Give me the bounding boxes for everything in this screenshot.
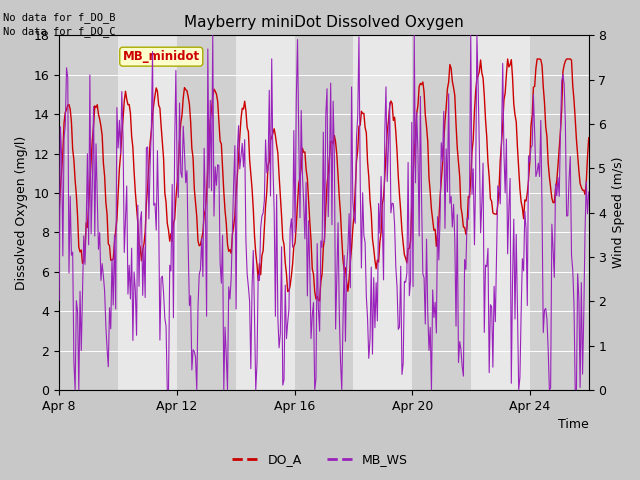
Text: No data for f_DO_C: No data for f_DO_C (3, 26, 116, 37)
Text: No data for f_DO_B: No data for f_DO_B (3, 12, 116, 23)
Bar (177, 36, 236, 390)
Y-axis label: Dissolved Oxygen (mg/l): Dissolved Oxygen (mg/l) (15, 136, 28, 290)
Bar (353, 36, 412, 390)
Bar (236, 36, 294, 390)
Legend: DO_A, MB_WS: DO_A, MB_WS (227, 448, 413, 471)
Bar (118, 36, 177, 390)
Bar (59, 36, 118, 390)
Bar (294, 36, 353, 390)
Title: Mayberry miniDot Dissolved Oxygen: Mayberry miniDot Dissolved Oxygen (184, 15, 464, 30)
Bar (412, 36, 471, 390)
Bar (530, 36, 589, 390)
Y-axis label: Wind Speed (m/s): Wind Speed (m/s) (612, 157, 625, 268)
X-axis label: Time: Time (558, 419, 589, 432)
Bar (471, 36, 530, 390)
Text: MB_minidot: MB_minidot (123, 50, 200, 63)
Bar (589, 36, 640, 390)
